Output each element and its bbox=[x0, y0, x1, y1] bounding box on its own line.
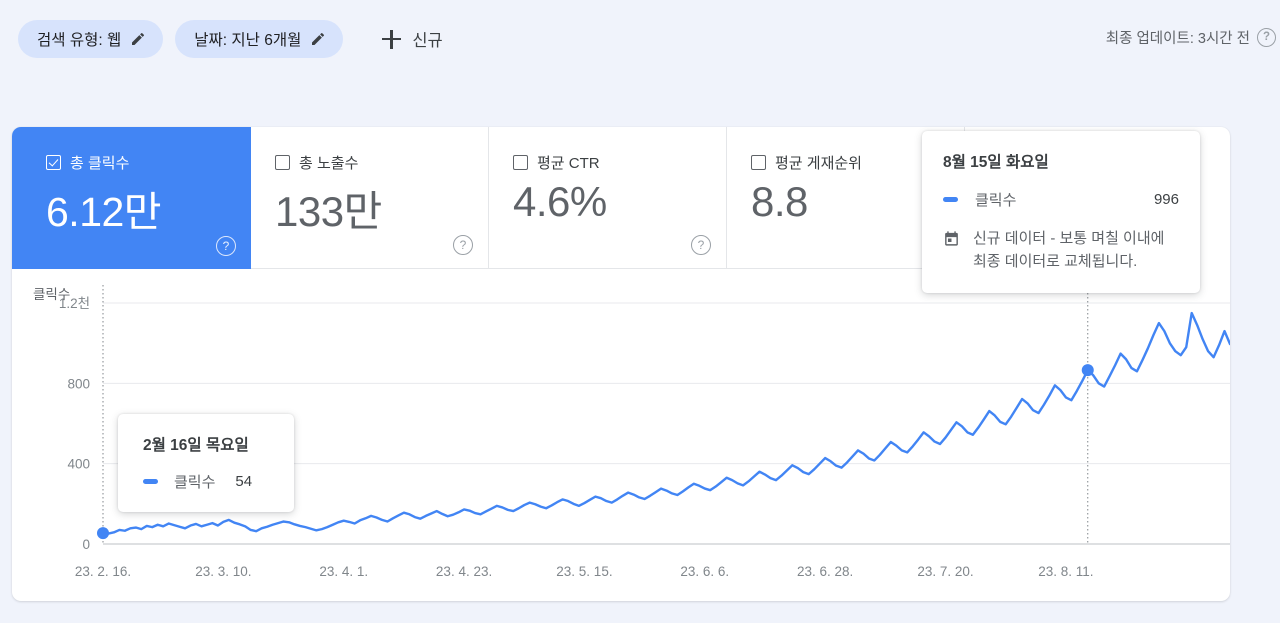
chart-tooltip-start: 2월 16일 목요일 클릭수 54 bbox=[118, 414, 294, 512]
series-color-swatch bbox=[143, 479, 158, 484]
svg-text:23. 4. 1.: 23. 4. 1. bbox=[319, 564, 368, 579]
svg-text:400: 400 bbox=[67, 457, 90, 472]
metric-label: 평균 CTR bbox=[537, 155, 600, 172]
add-filter-button[interactable]: 신규 bbox=[374, 20, 450, 58]
svg-text:23. 8. 11.: 23. 8. 11. bbox=[1038, 564, 1093, 579]
svg-text:800: 800 bbox=[67, 376, 90, 391]
last-update-status: 최종 업데이트: 3시간 전 ? bbox=[1106, 27, 1276, 48]
metric-card-total-impressions[interactable]: 총 노출수 133만 ? bbox=[251, 127, 489, 269]
tooltip-date: 8월 15일 화요일 bbox=[943, 154, 1049, 171]
metric-card-average-ctr[interactable]: 평균 CTR 4.6% ? bbox=[489, 127, 727, 269]
help-icon[interactable]: ? bbox=[691, 235, 711, 255]
metric-label: 평균 게재순위 bbox=[775, 155, 862, 172]
calendar-icon bbox=[943, 230, 960, 273]
svg-text:23. 6. 28.: 23. 6. 28. bbox=[797, 564, 853, 579]
help-icon[interactable]: ? bbox=[453, 235, 473, 255]
svg-text:1.2천: 1.2천 bbox=[59, 296, 90, 311]
add-filter-label: 신규 bbox=[412, 32, 443, 50]
chart-y-axis-title: 클릭수 bbox=[33, 287, 71, 302]
help-icon[interactable]: ? bbox=[1257, 28, 1276, 47]
filter-chip-search-type[interactable]: 검색 유형: 웹 bbox=[18, 20, 164, 58]
pencil-icon bbox=[130, 31, 146, 47]
svg-text:23. 2. 16.: 23. 2. 16. bbox=[75, 564, 131, 579]
filter-chip-date-label: 날짜: 지난 6개월 bbox=[194, 32, 302, 49]
svg-text:0: 0 bbox=[82, 537, 90, 552]
tooltip-series-row: 클릭수 54 bbox=[143, 471, 294, 492]
last-update-label: 최종 업데이트: 3시간 전 bbox=[1105, 31, 1250, 47]
metric-header: 총 클릭수 bbox=[46, 152, 251, 173]
series-color-swatch bbox=[943, 197, 958, 202]
metric-help[interactable]: ? bbox=[691, 235, 711, 255]
checkbox-average-position[interactable] bbox=[751, 155, 766, 170]
tooltip-series-name: 클릭수 bbox=[174, 474, 216, 491]
svg-text:23. 7. 20.: 23. 7. 20. bbox=[917, 564, 973, 579]
clicks-chart: 클릭수 0 400 800 1.2천 23. 2. 16. 23. 3. 10. 23. 4… bbox=[12, 269, 1230, 601]
pencil-icon bbox=[310, 31, 326, 47]
tooltip-series-value: 54 bbox=[235, 473, 253, 490]
checkbox-total-impressions[interactable] bbox=[275, 155, 290, 170]
metric-header: 총 노출수 bbox=[275, 152, 488, 173]
metric-header: 평균 CTR bbox=[513, 152, 726, 173]
tooltip-date: 2월 16일 목요일 bbox=[143, 437, 249, 454]
metric-label: 총 클릭수 bbox=[70, 155, 130, 172]
tooltip-series-name: 클릭수 bbox=[975, 192, 1017, 209]
svg-text:23. 3. 10.: 23. 3. 10. bbox=[195, 564, 251, 579]
metric-help[interactable]: ? bbox=[453, 235, 473, 255]
metric-label: 총 노출수 bbox=[299, 155, 359, 172]
checkbox-total-clicks[interactable] bbox=[46, 155, 61, 170]
tooltip-series-value: 996 bbox=[1153, 191, 1179, 208]
help-icon[interactable]: ? bbox=[216, 236, 236, 256]
metric-header: 평균 게재순위 bbox=[751, 152, 964, 173]
metric-value: 8.8 bbox=[751, 178, 808, 225]
metric-card-total-clicks[interactable]: 총 클릭수 6.12만 ? bbox=[12, 127, 251, 269]
chart-plot[interactable]: 0 400 800 1.2천 23. 2. 16. 23. 3. 10. 23. 4. 1.… bbox=[12, 269, 1230, 601]
chart-tooltip-latest: 8월 15일 화요일 클릭수 996 신규 데이터 - 보통 며칠 이내에 최종… bbox=[922, 131, 1200, 293]
svg-text:23. 6. 6.: 23. 6. 6. bbox=[680, 564, 729, 579]
filter-chip-date[interactable]: 날짜: 지난 6개월 bbox=[175, 20, 344, 58]
plus-icon bbox=[382, 29, 402, 49]
filter-bar: 검색 유형: 웹 날짜: 지난 6개월 신규 최종 업데이트: 3시간 전 ? bbox=[0, 0, 1280, 80]
metric-value: 6.12만 bbox=[46, 189, 162, 235]
filter-chip-group: 검색 유형: 웹 날짜: 지난 6개월 신규 bbox=[18, 20, 451, 58]
svg-text:23. 5. 15.: 23. 5. 15. bbox=[556, 564, 612, 579]
metric-help[interactable]: ? bbox=[216, 236, 236, 256]
metric-value: 133만 bbox=[275, 188, 382, 235]
metric-value: 4.6% bbox=[513, 178, 607, 225]
tooltip-note-text: 신규 데이터 - 보통 며칠 이내에 최종 데이터로 교체됩니다. bbox=[973, 230, 1165, 270]
filter-chip-search-type-label: 검색 유형: 웹 bbox=[37, 32, 122, 49]
svg-text:23. 4. 23.: 23. 4. 23. bbox=[436, 564, 492, 579]
tooltip-series-row: 클릭수 996 bbox=[943, 189, 1179, 210]
checkbox-average-ctr[interactable] bbox=[513, 155, 528, 170]
tooltip-note: 신규 데이터 - 보통 며칠 이내에 최종 데이터로 교체됩니다. bbox=[943, 228, 1179, 273]
